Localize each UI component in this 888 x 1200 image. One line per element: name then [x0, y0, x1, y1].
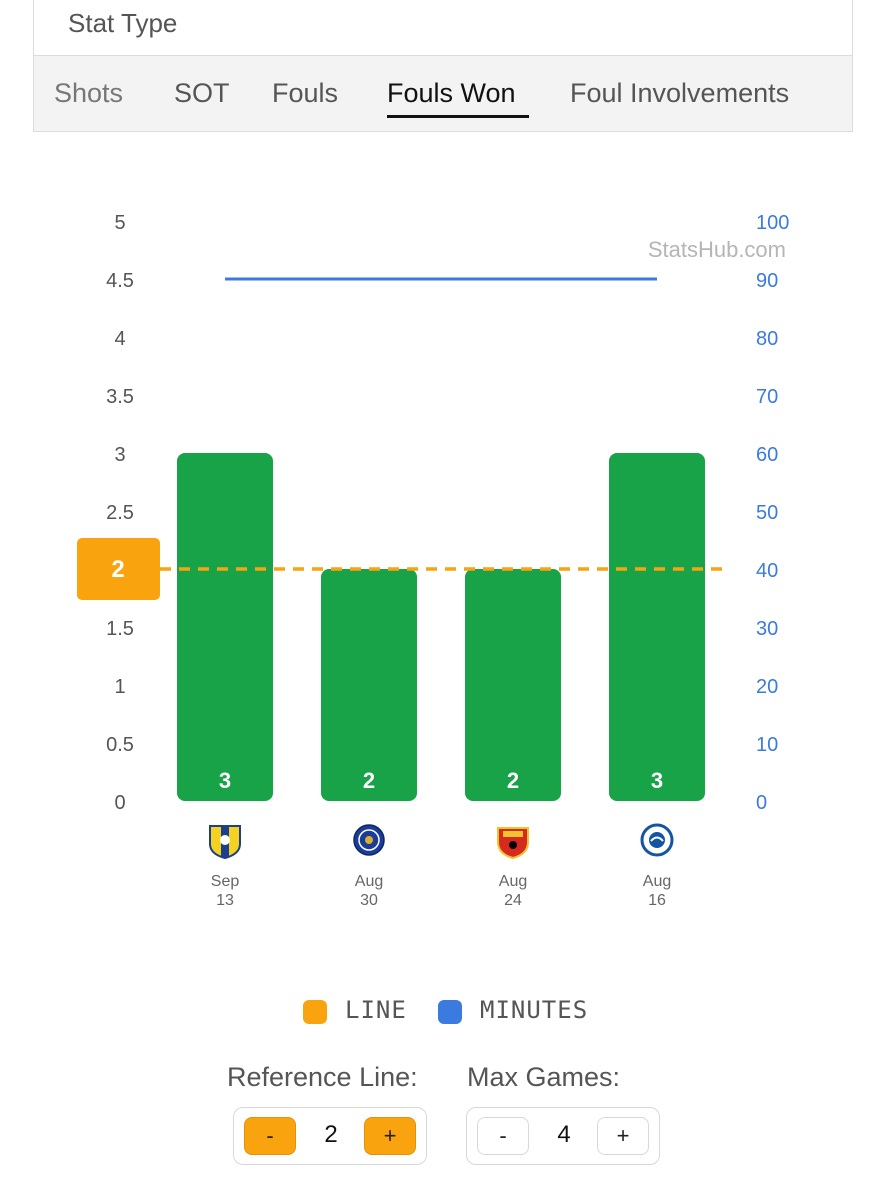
right-tick-label: 40 [756, 560, 778, 582]
right-tick-label: 60 [756, 444, 778, 466]
right-tick-label: 90 [756, 270, 778, 292]
reference-minus-button[interactable]: - [244, 1117, 296, 1155]
reference-badge-label: 2 [111, 556, 124, 583]
crest-ring [358, 829, 380, 851]
tab-fouls-won[interactable]: Fouls Won [387, 78, 516, 108]
bar [177, 453, 273, 801]
bar-value-label: 3 [651, 768, 663, 793]
left-tick-label: 3.5 [106, 386, 134, 408]
crest-banner [503, 831, 523, 837]
left-tick-label: 5 [114, 212, 125, 234]
bars: 3 2 2 3 [177, 453, 705, 801]
crest-center [649, 832, 665, 848]
stat-type-header: Stat Type [34, 0, 852, 56]
man-united-crest-icon [497, 827, 529, 860]
max-games-stepper: - 4 + [466, 1107, 660, 1165]
bar [609, 453, 705, 801]
right-tick-label: 100 [756, 212, 789, 234]
right-tick-label: 80 [756, 328, 778, 350]
left-tick-label: 0 [114, 792, 125, 814]
x-day-label: 24 [504, 892, 522, 909]
left-tick-label: 4 [114, 328, 125, 350]
x-month-label: Aug [355, 873, 383, 890]
stat-type-title: Stat Type [68, 8, 178, 38]
right-tick-label: 50 [756, 502, 778, 524]
watermark: StatsHub.com [648, 237, 786, 262]
legend-line-swatch [303, 1000, 327, 1024]
left-tick-label: 1.5 [106, 618, 134, 640]
x-month-label: Aug [499, 873, 527, 890]
x-day-label: 16 [648, 892, 666, 909]
x-day-label: 30 [360, 892, 378, 909]
right-tick-label: 70 [756, 386, 778, 408]
brighton-crest-icon [640, 823, 674, 857]
crest-rose [220, 835, 230, 845]
right-tick-label: 0 [756, 792, 767, 814]
tab-foul-involvements[interactable]: Foul Involvements [570, 78, 790, 108]
stat-type-panel: Stat Type [33, 0, 853, 132]
max-games-minus-button[interactable]: - [477, 1117, 529, 1155]
bar-value-label: 2 [507, 768, 519, 793]
left-tick-label: 3 [114, 444, 125, 466]
bar-value-label: 2 [363, 768, 375, 793]
fouls-won-chart: 0 0.5 1 1.5 2 2.5 3 3.5 4 4.5 5 0 10 20 30 40 50 60 70 80 9… [77, 212, 789, 909]
max-games-value: 4 [557, 1121, 571, 1148]
bar-value-label: 3 [219, 768, 231, 793]
max-games-plus-button[interactable]: + [597, 1117, 649, 1155]
left-tick-label: 0.5 [106, 734, 134, 756]
left-y-axis: 0 0.5 1 1.5 2 2.5 3 3.5 4 4.5 5 [106, 212, 134, 814]
tab-shots[interactable]: Shots [54, 78, 124, 108]
leeds-crest-icon [209, 825, 241, 860]
reference-line-stepper: - 2 + [233, 1107, 427, 1165]
bar [465, 569, 561, 801]
legend-minutes-label: MINUTES [480, 996, 589, 1024]
tab-sot[interactable]: SOT [174, 78, 230, 108]
crest-center [365, 836, 373, 844]
tab-fouls[interactable]: Fouls [272, 78, 339, 108]
crest-seagull [650, 836, 664, 842]
reference-line-label: Reference Line: [227, 1062, 418, 1092]
left-tick-label: 4.5 [106, 270, 134, 292]
x-day-label: 13 [216, 892, 234, 909]
right-tick-label: 10 [756, 734, 778, 756]
right-tick-label: 20 [756, 676, 778, 698]
right-tick-label: 30 [756, 618, 778, 640]
x-axis-labels: Sep 13 Aug 30 Aug 24 Aug 16 [211, 873, 671, 909]
left-tick-label: 1 [114, 676, 125, 698]
reference-badge: 2 [77, 538, 160, 600]
x-month-label: Aug [643, 873, 671, 890]
legend: LINE MINUTES [0, 996, 888, 1032]
max-games-label: Max Games: [467, 1062, 621, 1092]
crest-ball [509, 841, 517, 849]
active-tab-underline [387, 115, 529, 118]
legend-line-label: LINE [345, 996, 407, 1024]
reference-badge-bg [77, 538, 160, 600]
reference-line-value: 2 [324, 1121, 338, 1148]
chelsea-crest-icon [353, 824, 385, 856]
right-y-axis: 0 10 20 30 40 50 60 70 80 90 100 [756, 212, 789, 814]
reference-plus-button[interactable]: + [364, 1117, 416, 1155]
bar [321, 569, 417, 801]
x-month-label: Sep [211, 873, 240, 890]
left-tick-label: 2.5 [106, 502, 134, 524]
legend-minutes-swatch [438, 1000, 462, 1024]
team-crests [209, 823, 674, 860]
